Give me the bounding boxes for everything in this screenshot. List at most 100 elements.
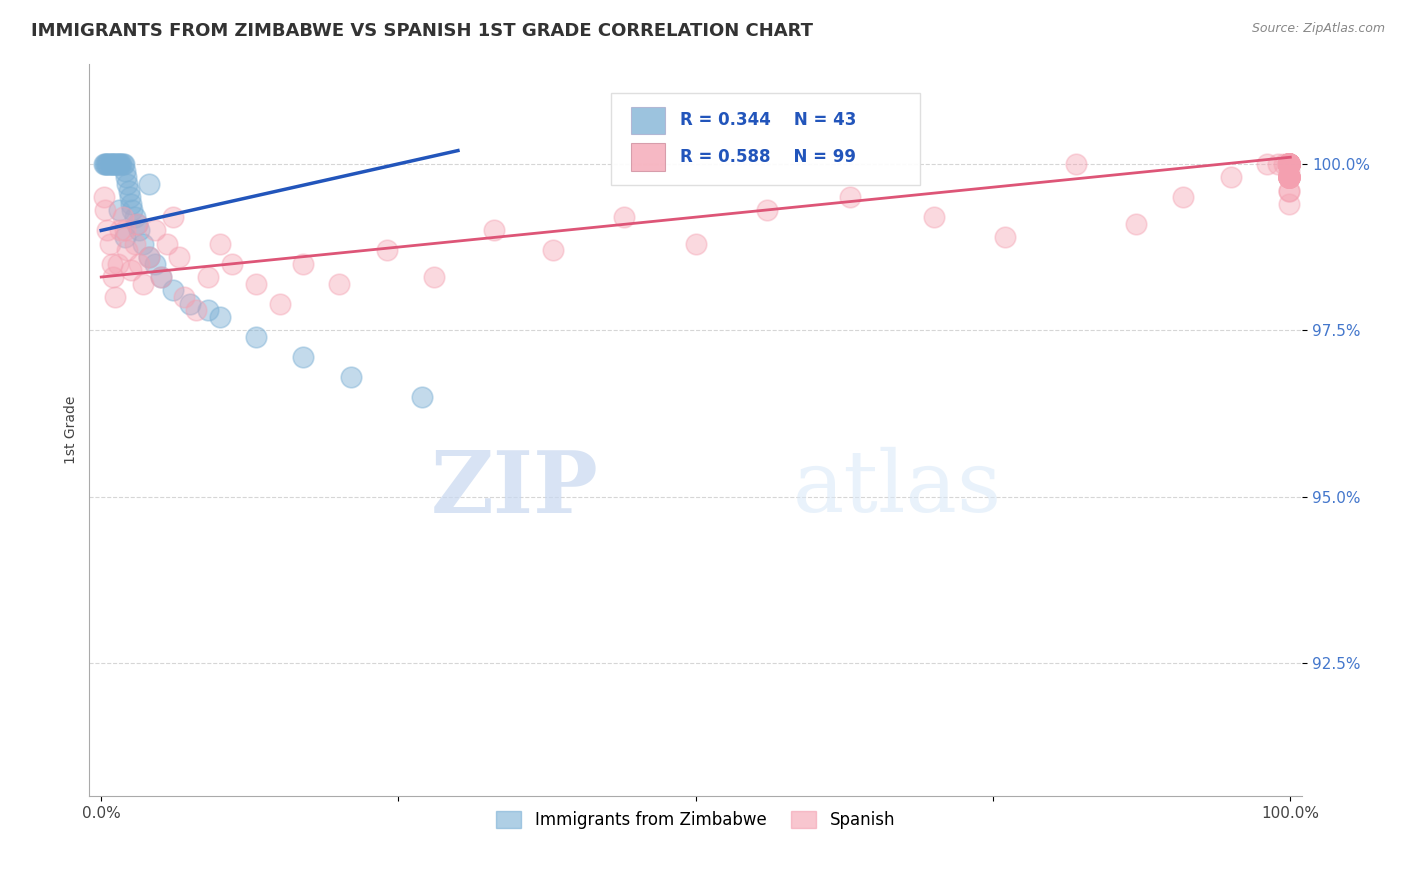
Point (93, 157, 115, 171)
Point (112, 157, 135, 171)
Point (114, 163, 136, 178)
Point (1278, 170, 1301, 185)
Point (93, 190, 115, 204)
Point (685, 236, 707, 251)
Point (994, 230, 1017, 244)
Point (162, 210, 184, 224)
Point (1278, 157, 1301, 171)
Point (1278, 157, 1301, 171)
Point (104, 290, 127, 304)
Point (138, 250, 160, 264)
Point (1064, 157, 1087, 171)
Point (98, 236, 121, 251)
Point (411, 390, 433, 404)
Point (197, 303, 219, 318)
Point (328, 277, 350, 291)
Point (613, 210, 636, 224)
Point (110, 157, 132, 171)
Point (107, 157, 129, 171)
Point (128, 257, 150, 271)
Point (1278, 170, 1301, 185)
Point (1125, 217, 1147, 231)
Point (114, 230, 136, 244)
Point (1278, 170, 1301, 185)
Point (1278, 157, 1301, 171)
Point (1278, 196, 1301, 211)
Point (96, 157, 118, 171)
Point (104, 157, 127, 171)
Point (1278, 157, 1301, 171)
FancyBboxPatch shape (631, 106, 665, 135)
Point (1173, 190, 1195, 204)
Point (108, 203, 131, 218)
Point (149, 270, 172, 285)
Point (375, 244, 398, 258)
Point (143, 257, 166, 271)
Point (1278, 170, 1301, 185)
Text: R = 0.588    N = 99: R = 0.588 N = 99 (681, 148, 856, 166)
Point (1278, 157, 1301, 171)
Point (128, 223, 150, 237)
Point (269, 296, 291, 310)
Point (186, 303, 208, 318)
Point (1278, 157, 1301, 171)
Point (1278, 157, 1301, 171)
Point (149, 270, 172, 285)
Text: atlas: atlas (793, 447, 1002, 530)
Point (1278, 170, 1301, 185)
Point (132, 277, 155, 291)
Point (1278, 157, 1301, 171)
Point (340, 369, 363, 384)
Point (1278, 157, 1301, 171)
Point (423, 270, 446, 285)
Point (1278, 157, 1301, 171)
Point (125, 217, 148, 231)
FancyBboxPatch shape (631, 143, 665, 171)
Point (1278, 157, 1301, 171)
Point (110, 223, 132, 237)
Point (97, 157, 120, 171)
Point (1278, 163, 1301, 178)
Point (101, 257, 124, 271)
Point (1278, 170, 1301, 185)
Point (839, 190, 862, 204)
Point (1278, 157, 1301, 171)
Point (197, 270, 219, 285)
Point (94, 157, 117, 171)
Point (94, 203, 117, 218)
Point (221, 257, 243, 271)
Text: ZIP: ZIP (432, 447, 599, 531)
Point (111, 210, 134, 224)
Point (1278, 157, 1301, 171)
Point (482, 223, 505, 237)
Point (143, 223, 166, 237)
Point (110, 157, 132, 171)
Point (1278, 157, 1301, 171)
Point (245, 330, 267, 344)
Point (1278, 157, 1301, 171)
Point (1219, 170, 1241, 185)
Point (120, 196, 142, 211)
Point (117, 177, 139, 191)
Point (1278, 170, 1301, 185)
Point (138, 177, 160, 191)
Point (103, 157, 125, 171)
Point (1278, 157, 1301, 171)
Point (179, 296, 201, 310)
Point (1278, 170, 1301, 185)
Point (541, 244, 564, 258)
Point (138, 250, 160, 264)
Point (101, 157, 124, 171)
Point (94, 157, 117, 171)
Point (1278, 157, 1301, 171)
Point (1278, 157, 1301, 171)
Point (108, 157, 131, 171)
Point (756, 203, 779, 218)
Text: IMMIGRANTS FROM ZIMBABWE VS SPANISH 1ST GRADE CORRELATION CHART: IMMIGRANTS FROM ZIMBABWE VS SPANISH 1ST … (31, 22, 813, 40)
Point (1278, 157, 1301, 171)
Point (209, 310, 232, 324)
Point (1278, 157, 1301, 171)
Point (1278, 157, 1301, 171)
Text: R = 0.344    N = 43: R = 0.344 N = 43 (681, 112, 856, 129)
Point (1278, 170, 1301, 185)
